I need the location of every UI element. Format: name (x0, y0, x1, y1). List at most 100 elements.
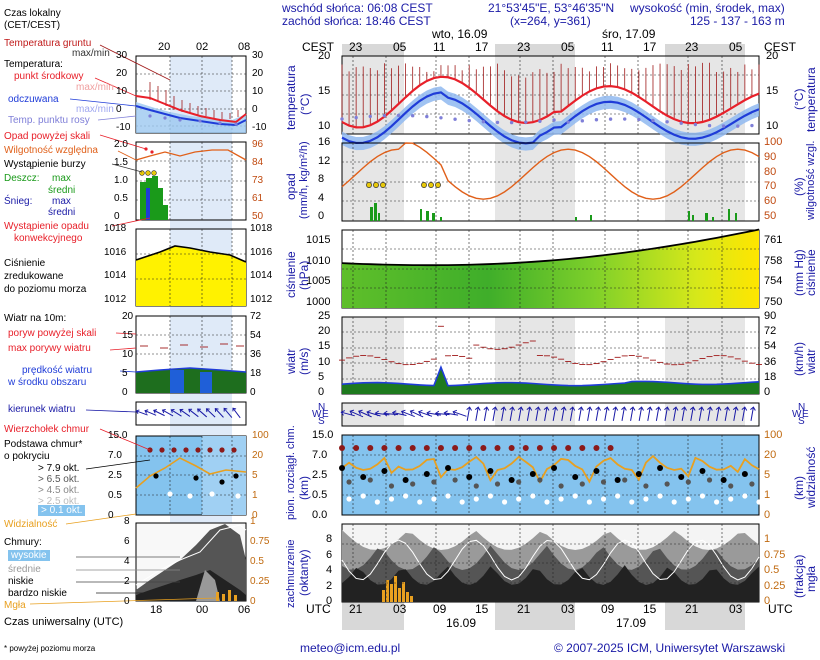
fog-label: Mgła (4, 600, 26, 611)
mini-temp-left-tick: 0 (116, 104, 122, 115)
mini-cl-right-tick: 0.25 (250, 576, 269, 587)
day-top-label: wto, 16.09 (432, 29, 487, 40)
mini-precip-right-tick: 50 (252, 211, 263, 222)
high-clouds-label: wysokie (8, 550, 50, 561)
cloud-unit: pion. rozciągł. chm. (286, 425, 297, 520)
mini-precip-left-tick: 0.5 (114, 193, 128, 204)
convective-label: Wystąpienie opadu (4, 221, 89, 232)
soil-maxmin-label: max/min (72, 48, 110, 59)
pressure-label1: Ciśnienie (4, 258, 45, 269)
cloud-left-tick: 0.0 (312, 510, 327, 521)
time-sub: (CET/CEST) (4, 20, 60, 31)
cloud-left-tick: 15.0 (312, 430, 333, 441)
maxmin2-label: max/min (76, 104, 114, 115)
hum-right-tick: 90 (764, 152, 776, 163)
mini-wind-left-tick: 10 (122, 349, 133, 360)
gust-max-label: max porywy wiatru (8, 343, 91, 354)
wind-right-tick: 90 (764, 311, 776, 322)
mini-press-left-tick: 1014 (104, 270, 126, 281)
mini-temp-right-tick: 20 (252, 68, 263, 79)
perceived-label: odczuwana (8, 94, 59, 105)
day-bottom-label: 17.09 (616, 618, 646, 629)
mini-wind-right-tick: 18 (250, 368, 261, 379)
press-right-tick: 761 (764, 235, 782, 246)
mini-press-right-tick: 1012 (250, 294, 272, 305)
mini-wind-right-tick: 0 (250, 387, 256, 398)
convective2-label: konwekcyjnego (14, 233, 82, 244)
mini-cl-right-tick: 0.5 (250, 556, 264, 567)
wind-speed-label: prędkość wiatru (22, 365, 92, 376)
mini-temp-right-tick: -10 (252, 122, 266, 133)
press-unit2: (hPa) (299, 261, 310, 290)
mini-wind-left-tick: 20 (122, 311, 133, 322)
mini-wind-right-tick: 72 (250, 311, 261, 322)
precip-left-tick: 8 (318, 174, 324, 185)
mini-bottom-tick: 18 (150, 605, 162, 616)
snow-max-label: max (52, 196, 71, 207)
top-hour-tick: 05 (729, 42, 742, 53)
cloud-left-tick: 2.5 (312, 470, 327, 481)
temp-unit-left2: (°C) (300, 94, 311, 115)
temp-left-tick: 20 (318, 51, 330, 62)
wind-speed2-label: w środku obszaru (8, 377, 86, 388)
sunset-text: zachód słońca: 18:46 CEST (282, 15, 431, 28)
humidity-label: Wilgotność względna (4, 145, 98, 156)
snow-mean-label: średni (48, 207, 75, 218)
vis-right-tick: 100 (764, 430, 782, 441)
mini-cloudcover-panel (136, 523, 246, 601)
vis-unit2: widzialność (806, 447, 817, 508)
precip-left-tick: 4 (318, 193, 324, 204)
grid-text: (x=264, y=361) (510, 15, 591, 28)
press-unit-r2: ciśnienie (806, 249, 817, 296)
press-right-tick: 750 (764, 297, 782, 308)
temp-unit-right2: temperatura (806, 67, 817, 132)
top-hour-tick: 11 (433, 42, 445, 53)
mini-cl-left-tick: 2 (124, 576, 130, 587)
temp-left-tick: 10 (318, 121, 330, 132)
fog-right-tick: 0.75 (764, 550, 785, 561)
cl-unit: zachmurzenie (286, 540, 297, 608)
middle-clouds-label: średnie (8, 564, 41, 575)
mini-press-right-tick: 1014 (250, 270, 272, 281)
hum-right-tick: 80 (764, 167, 776, 178)
precip-unit2: (mm/h, kg/m²/h) (299, 141, 310, 219)
hum-right-tick: 60 (764, 196, 776, 207)
pressure-label3: do poziomu morza (4, 284, 86, 295)
email-link[interactable]: meteo@icm.edu.pl (300, 641, 400, 655)
visibility-label: Widzialność (4, 519, 57, 530)
press-left-tick: 1015 (306, 235, 330, 246)
wind-dir-label: kierunek wiatru (8, 404, 75, 415)
temp-unit-left: temperatura (286, 65, 297, 130)
top-hour-tick: 23 (349, 42, 362, 53)
utc-label-right: UTC (768, 604, 793, 615)
wind-left-tick: 0 (318, 387, 324, 398)
fog-unit2: mgła (806, 566, 817, 592)
mini-press-left-tick: 1012 (104, 294, 126, 305)
mini-time-bands (170, 56, 232, 602)
cl-left-tick: 4 (326, 565, 332, 576)
precip-over-label: Opad powyżej skali (4, 131, 90, 142)
mini-wind-left-tick: 5 (122, 368, 128, 379)
mini-cloud-left-tick: 7.0 (108, 450, 122, 461)
vis-right-tick: 0 (764, 510, 770, 521)
compass-s: S (318, 416, 325, 427)
mini-cl-right-tick: 0.75 (250, 536, 269, 547)
wind-unit2: (m/s) (299, 348, 310, 375)
mini-cloud-left-tick: 0 (108, 510, 114, 521)
bottom-hour-tick: 03 (393, 604, 406, 615)
top-hour-tick: 11 (601, 42, 613, 53)
mini-bottom-tick: 06 (238, 605, 250, 616)
mini-press-right-tick: 1018 (250, 223, 272, 234)
mini-precip-right-tick: 96 (252, 139, 263, 150)
hum-right-tick: 70 (764, 181, 776, 192)
top-hour-tick: 05 (561, 42, 574, 53)
mini-cl-left-tick: 4 (124, 556, 130, 567)
mini-wind-left-tick: 0 (122, 387, 128, 398)
temperature-label: Temperatura: (4, 59, 63, 70)
bottom-hour-tick: 03 (561, 604, 574, 615)
mini-top-tick: 02 (196, 42, 208, 53)
wind-left-tick: 10 (318, 357, 330, 368)
fog-right-tick: 0.25 (764, 581, 785, 592)
day-top-label: śro, 17.09 (602, 29, 655, 40)
mini-temp-left-tick: -10 (116, 122, 130, 133)
